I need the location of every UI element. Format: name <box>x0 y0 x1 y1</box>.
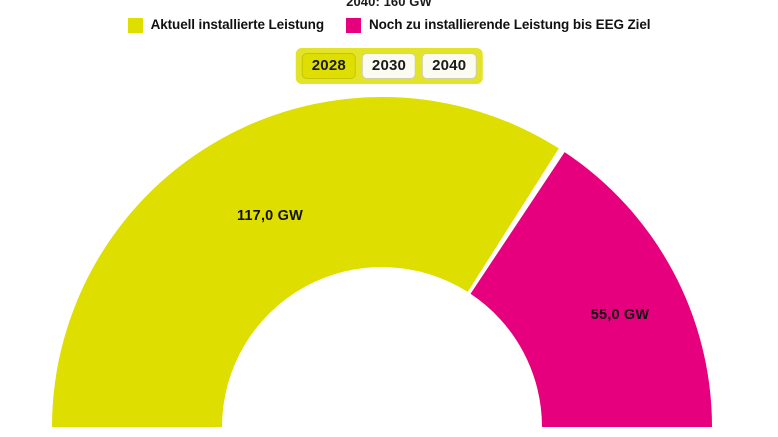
gauge-slice-label-installed: 117,0 GW <box>237 208 303 224</box>
year-button-2028[interactable]: 2028 <box>301 53 356 79</box>
gauge-slice-installed[interactable] <box>52 97 559 427</box>
legend-item-remaining[interactable]: Noch zu installierende Leistung bis EEG … <box>345 17 651 33</box>
year-button-2040[interactable]: 2040 <box>422 53 477 79</box>
year-selector: 2028 2030 2040 <box>295 48 483 84</box>
square-swatch-icon <box>345 17 361 33</box>
year-button-2030[interactable]: 2030 <box>361 53 417 79</box>
chart-headline: 2040: 160 GW <box>0 0 778 9</box>
gauge-slice-label-remaining: 55,0 GW <box>591 307 650 323</box>
chart-headline-text: 2040: 160 GW <box>346 0 432 9</box>
legend-item-label: Aktuell installierte Leistung <box>150 17 324 32</box>
legend-item-label: Noch zu installierende Leistung bis EEG … <box>368 17 651 32</box>
square-swatch-icon <box>127 17 143 33</box>
chart-legend: Aktuell installierte Leistung Noch zu in… <box>0 14 778 36</box>
gauge-slice-remaining[interactable] <box>470 152 712 427</box>
legend-item-installed[interactable]: Aktuell installierte Leistung <box>127 17 324 33</box>
